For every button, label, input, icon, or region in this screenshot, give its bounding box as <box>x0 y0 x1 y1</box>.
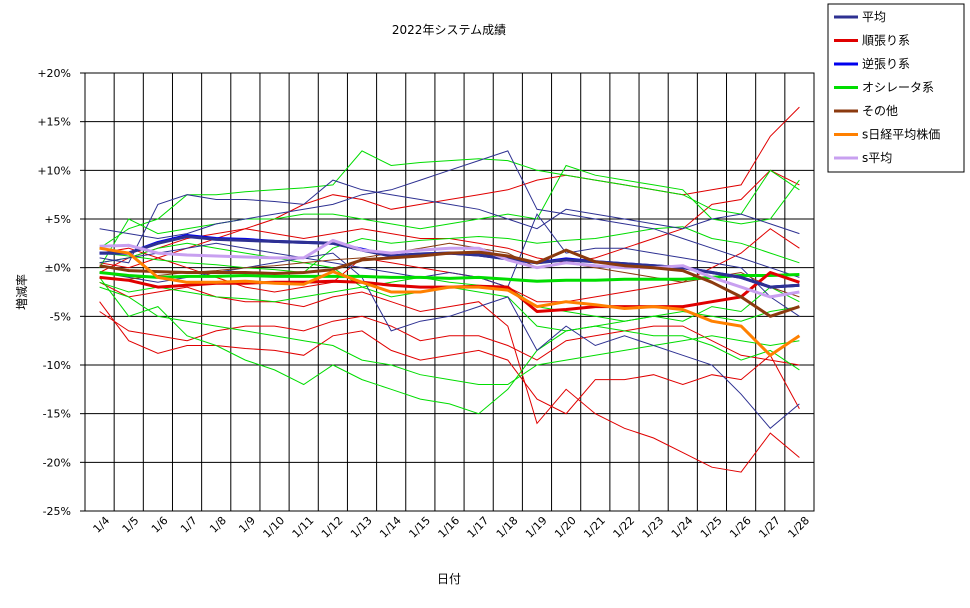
system-line <box>99 226 800 274</box>
system-line <box>99 150 800 249</box>
y-tick-label: -5% <box>50 310 71 323</box>
legend-entry: 平均 <box>862 10 886 24</box>
y-tick-label: +5% <box>44 213 71 226</box>
system-line <box>99 242 800 298</box>
series-line-5 <box>99 246 801 357</box>
system-line <box>99 311 800 366</box>
legend-entry: 順張り系 <box>862 34 910 48</box>
legend-entry: 逆張り系 <box>862 56 910 71</box>
individual-system-lines <box>99 106 800 473</box>
series-line-4 <box>99 248 800 318</box>
y-axis-label: 増減率 <box>14 274 29 310</box>
y-axis-ticks: +20% +15% +10% +5% ±0% -5% -10% -15% -20% -25% <box>37 67 85 518</box>
y-tick-label: +10% <box>37 164 71 177</box>
system-line <box>99 150 800 278</box>
legend-entry: オシレータ系 <box>862 81 934 95</box>
y-tick-label: +20% <box>37 67 71 80</box>
y-tick-label: ±0% <box>44 262 71 275</box>
series-lines <box>99 234 801 357</box>
series-line-3 <box>99 271 800 283</box>
series-line-6 <box>99 238 800 299</box>
system-line <box>99 179 800 264</box>
system-line <box>99 213 800 317</box>
chart-title: 2022年システム成績 <box>392 23 506 37</box>
y-tick-label: +15% <box>37 116 71 129</box>
y-tick-label: -25% <box>43 505 71 518</box>
legend-entry: その他 <box>862 104 898 118</box>
y-tick-label: -10% <box>43 359 71 372</box>
system-line <box>99 286 800 385</box>
system-line <box>99 276 800 322</box>
legend-entry: s日経平均株価 <box>862 127 940 142</box>
system-line <box>99 277 800 415</box>
plot-area <box>84 72 815 512</box>
y-tick-label: -15% <box>43 408 71 421</box>
y-tick-label: -20% <box>43 456 71 469</box>
x-axis-label: 日付 <box>437 572 461 586</box>
legend-entry: s平均 <box>862 151 892 165</box>
